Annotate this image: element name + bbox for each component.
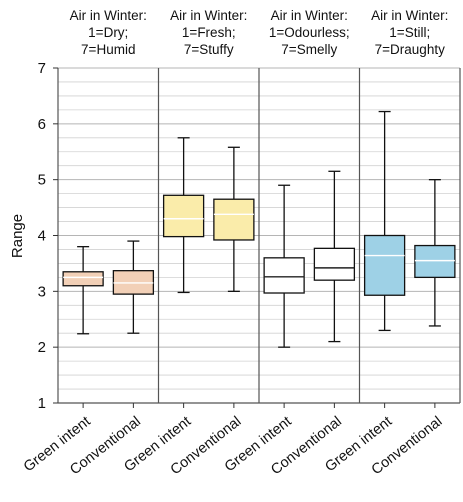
- box-iqr: [162, 194, 205, 238]
- y-axis: 1 2 3 4 5 6 7: [38, 60, 461, 412]
- panel-title-line: 1=Odourless;: [269, 25, 350, 40]
- box-iqr: [213, 198, 255, 241]
- panel-title: Air in Winter: 1=Odourless; 7=Smelly: [269, 8, 350, 57]
- box-conventional: [112, 240, 155, 334]
- y-tick-label: 5: [38, 172, 46, 189]
- box-iqr: [414, 244, 456, 279]
- panel-title-line: 7=Smelly: [281, 42, 337, 57]
- y-tick-label: 7: [38, 60, 46, 77]
- y-tick-label: 2: [38, 339, 46, 356]
- panel-title: Air in Winter: 1=Still; 7=Draughty: [371, 8, 448, 57]
- panel-title-line: 1=Still;: [389, 25, 430, 40]
- box-conventional: [213, 146, 255, 292]
- box-conventional: [414, 179, 456, 327]
- y-tick-label: 4: [38, 228, 46, 245]
- box-green-intent: [162, 137, 205, 294]
- y-tick-label: 6: [38, 116, 46, 133]
- panel-title: Air in Winter: 1=Dry; 7=Humid: [70, 8, 147, 57]
- panel-title-line: Air in Winter:: [371, 8, 448, 23]
- panel-title-line: 1=Fresh;: [182, 25, 236, 40]
- box-green-intent: [363, 110, 406, 332]
- panel-title: Air in Winter: 1=Fresh; 7=Stuffy: [170, 8, 247, 57]
- panel-title-line: Air in Winter:: [170, 8, 247, 23]
- box-iqr: [263, 257, 305, 294]
- box-panels: [62, 68, 456, 403]
- box-green-intent: [263, 184, 305, 348]
- box-iqr: [62, 271, 104, 287]
- panel-title-line: 7=Draughty: [375, 42, 445, 57]
- box-iqr: [313, 247, 356, 281]
- panel-title-line: 1=Dry;: [88, 25, 128, 40]
- y-axis-label: Range: [9, 214, 26, 258]
- panel-title-line: 7=Stuffy: [184, 42, 234, 57]
- panel-title-line: Air in Winter:: [271, 8, 348, 23]
- box-green-intent: [62, 246, 104, 335]
- y-tick-label: 3: [38, 283, 46, 300]
- panel-title-line: 7=Humid: [81, 42, 135, 57]
- panel-title-line: Air in Winter:: [70, 8, 147, 23]
- y-tick-label: 1: [38, 395, 46, 412]
- box-conventional: [313, 170, 356, 343]
- box-iqr: [363, 234, 406, 296]
